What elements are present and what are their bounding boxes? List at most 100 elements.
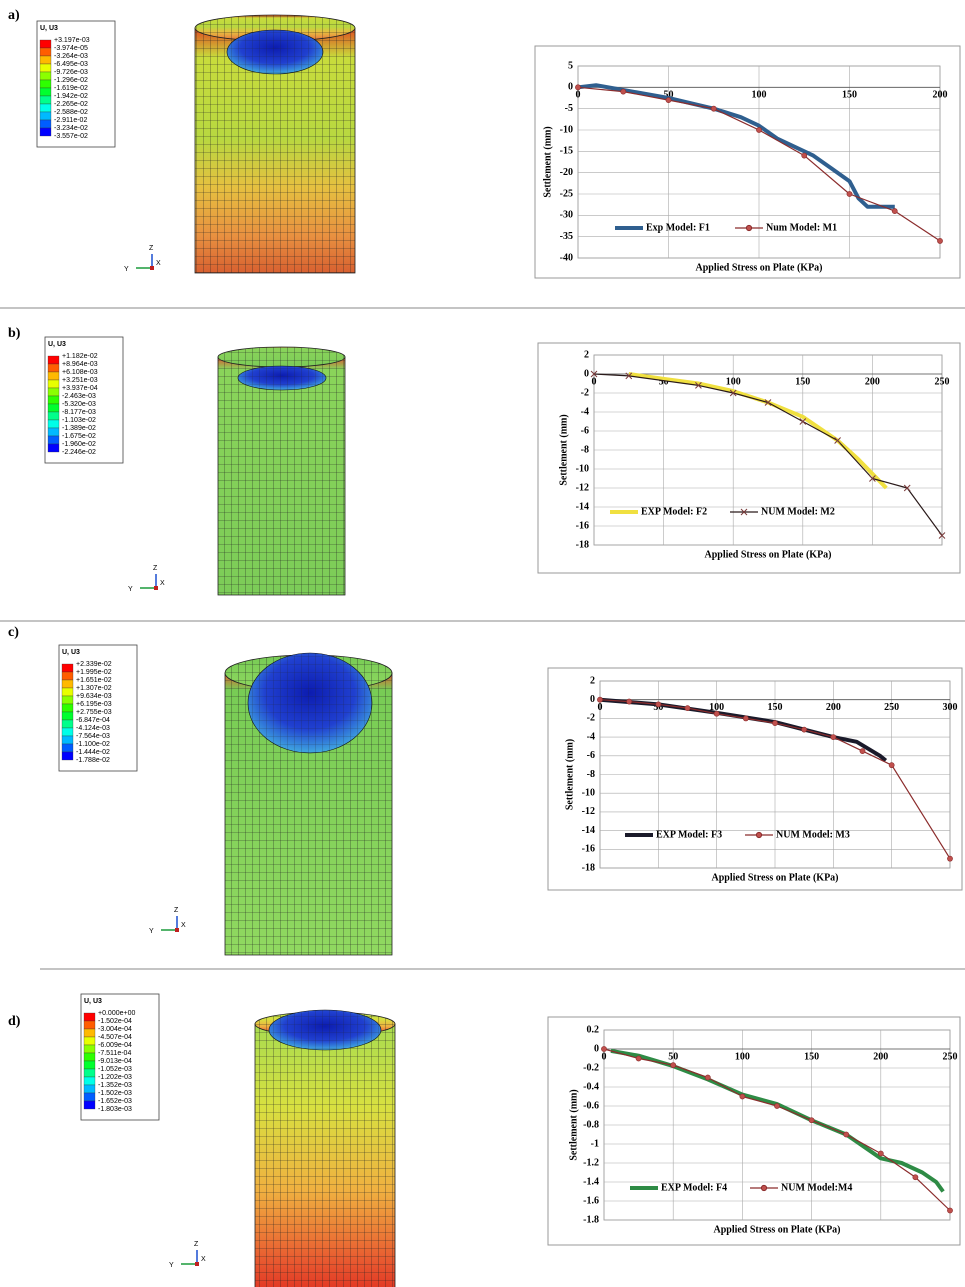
contour-value: -6.495e-03	[54, 61, 88, 68]
contour-value: -2.463e-03	[62, 393, 96, 400]
legend-label: NUM Model:M4	[781, 1182, 852, 1193]
contour-swatch	[83, 1100, 96, 1110]
contour-value: -2.911e-02	[54, 117, 87, 124]
contour-swatch	[39, 55, 52, 65]
contour-legend-title: U, U3	[40, 25, 58, 32]
x-axis-title: Applied Stress on Plate (KPa)	[713, 1224, 840, 1235]
contour-swatch	[39, 95, 52, 105]
x-tick-label: 150	[795, 376, 810, 387]
fe-dent-mesh	[248, 653, 372, 753]
fe-dent-mesh	[227, 30, 323, 74]
marker	[774, 1103, 780, 1109]
y-tick-label: 0	[568, 82, 573, 93]
y-tick-label: -18	[576, 539, 589, 550]
contour-swatch	[83, 1020, 96, 1030]
marker	[626, 698, 633, 705]
contour-value: -3.234e-02	[54, 125, 88, 132]
marker	[772, 720, 778, 726]
y-tick-label: -6	[581, 425, 589, 436]
fe-mesh	[195, 28, 355, 273]
y-tick-label: 0.2	[587, 1024, 600, 1035]
contour-swatch	[47, 355, 60, 365]
y-tick-label: -4	[587, 731, 595, 742]
contour-value: +6.108e-03	[62, 369, 98, 376]
contour-swatch	[47, 403, 60, 413]
contour-value: +0.000e+00	[98, 1010, 135, 1017]
y-tick-label: -30	[560, 210, 573, 221]
marker	[739, 1093, 746, 1100]
contour-value: +3.251e-03	[62, 377, 98, 384]
contour-swatch	[47, 419, 60, 429]
contour-value: +2.755e-03	[76, 709, 112, 716]
triad-origin	[175, 928, 179, 932]
contour-value: -9.013e-04	[98, 1058, 132, 1065]
contour-swatch	[83, 1092, 96, 1102]
marker	[888, 762, 895, 769]
contour-swatch	[47, 371, 60, 381]
x-axis-title: Applied Stress on Plate (KPa)	[704, 549, 831, 560]
y-tick-label: -5	[565, 103, 573, 114]
fe-mesh	[255, 1024, 395, 1287]
marker	[756, 127, 762, 133]
contour-value: +1.307e-02	[76, 685, 112, 692]
marker	[938, 532, 946, 539]
y-tick-label: -10	[582, 787, 595, 798]
x-tick-label: 150	[804, 1051, 819, 1062]
contour-value: -1.675e-02	[62, 433, 96, 440]
contour-swatch	[61, 695, 74, 705]
chart-frame	[534, 45, 961, 279]
y-tick-label: -16	[576, 520, 589, 531]
x-axis-title: Applied Stress on Plate (KPa)	[711, 872, 838, 883]
fe-top-mesh	[218, 347, 345, 367]
marker	[729, 389, 737, 397]
x-tick-label: 250	[884, 702, 899, 713]
y-tick-label: -1	[591, 1138, 599, 1149]
contour-value: -9.726e-03	[54, 69, 88, 76]
y-tick-label: 5	[568, 60, 573, 71]
x-tick-label: 200	[826, 702, 841, 713]
marker	[575, 84, 581, 91]
marker	[665, 97, 672, 104]
x-tick-label: 100	[709, 702, 724, 713]
contour-swatch	[83, 1044, 96, 1054]
marker	[601, 1046, 607, 1052]
contour-swatch	[47, 435, 60, 445]
marker	[620, 88, 627, 95]
contour-value: -3.004e-04	[98, 1026, 132, 1033]
y-tick-label: 0	[584, 368, 589, 379]
contour-swatch	[47, 443, 60, 453]
chart-frame	[547, 667, 963, 891]
contour-swatch	[39, 71, 52, 81]
contour-value: -1.052e-03	[98, 1066, 132, 1073]
marker	[655, 701, 662, 708]
contour-value: -4.124e-03	[76, 725, 110, 732]
marker	[704, 1074, 711, 1081]
fe-top-mesh	[195, 15, 355, 41]
triad-label: X	[160, 580, 165, 587]
legend-label: EXP Model: F3	[656, 829, 722, 840]
y-tick-label: -18	[582, 862, 595, 873]
y-axis-title: Settlement (mm)	[558, 414, 569, 485]
y-tick-label: -8	[587, 769, 595, 780]
contour-value: +1.995e-02	[76, 669, 112, 676]
contour-swatch	[61, 703, 74, 713]
marker	[799, 418, 807, 425]
x-tick-label: 50	[653, 702, 663, 713]
y-tick-label: -16	[582, 844, 595, 855]
y-tick-label: -14	[582, 825, 595, 836]
triad-label: Z	[149, 245, 154, 252]
contour-value: +3.197e-03	[54, 37, 90, 44]
contour-value: -5.320e-03	[62, 401, 96, 408]
y-tick-label: -14	[576, 501, 589, 512]
contour-value: -7.511e-04	[98, 1050, 131, 1057]
contour-swatch	[47, 411, 60, 421]
chart-frame	[537, 342, 961, 574]
y-tick-label: -25	[560, 188, 573, 199]
contour-value: +3.937e-04	[62, 385, 98, 392]
y-tick-label: -20	[560, 167, 573, 178]
legend-marker	[760, 1184, 768, 1192]
x-tick-label: 200	[933, 90, 948, 101]
x-tick-label: 200	[865, 376, 880, 387]
y-tick-label: -0.6	[583, 1100, 599, 1111]
fe-mesh	[218, 357, 345, 595]
